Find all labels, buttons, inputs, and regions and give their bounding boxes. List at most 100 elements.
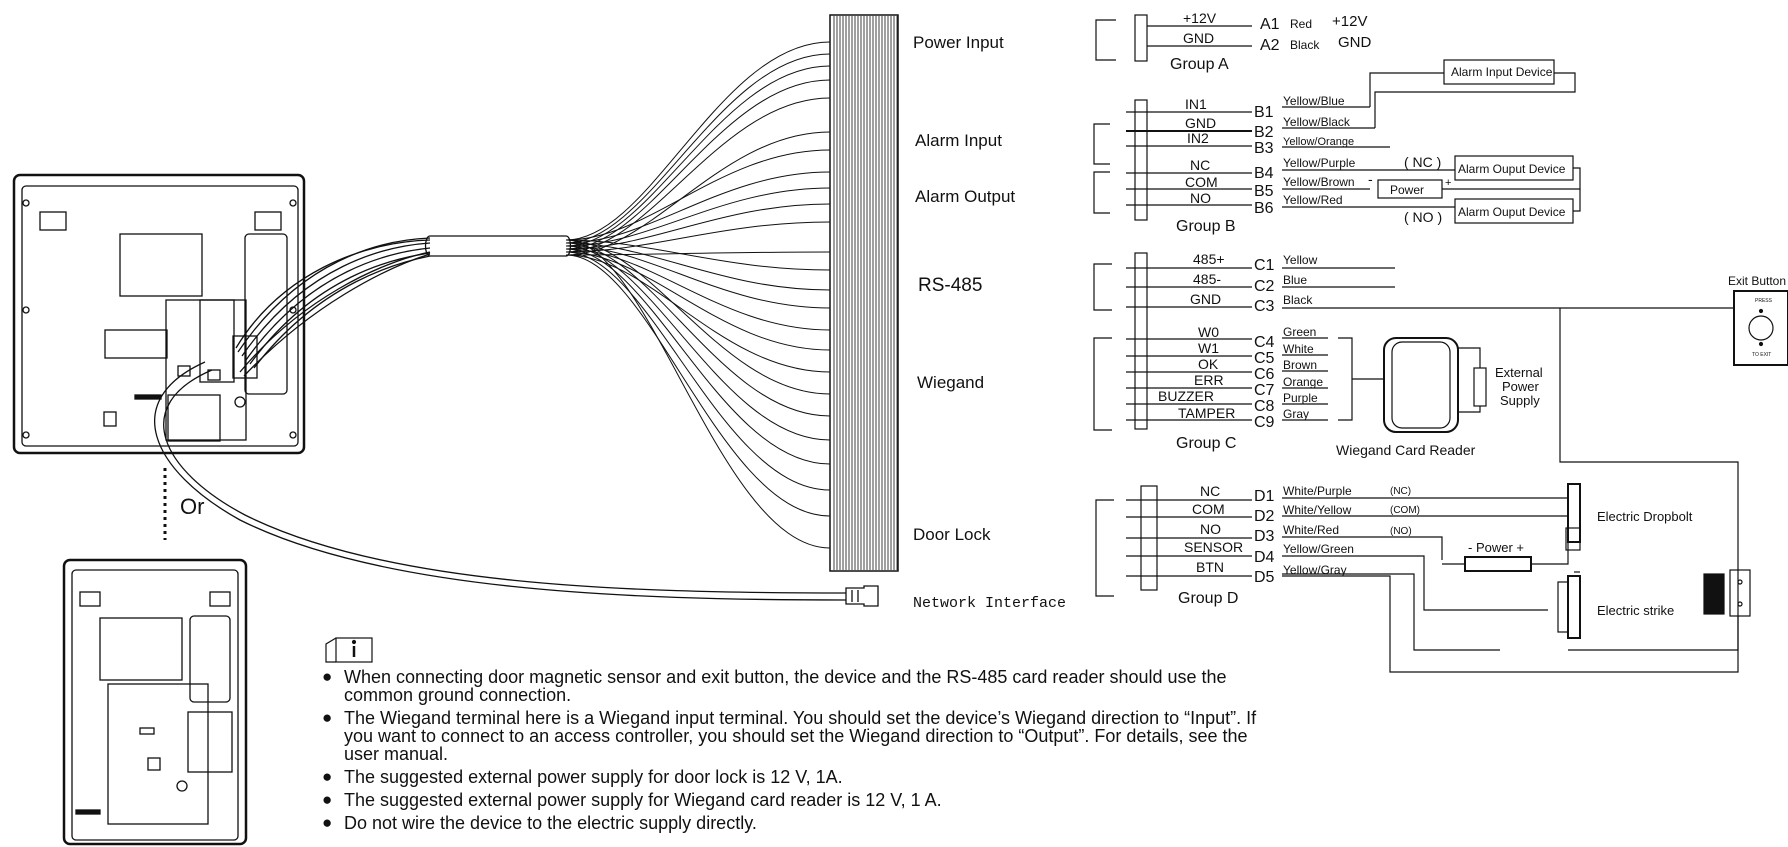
or-label: Or [180,494,204,519]
group-d-signal-1: NC [1200,483,1220,499]
electric-strike [1567,575,1581,639]
note-item: The suggested external power supply for … [322,791,1262,809]
group-d-pin-2: D2 [1254,508,1275,525]
group-c-color-2: Blue [1283,273,1307,287]
strike-keeper [1729,569,1751,617]
alarm-nc-tag: ( NC ) [1404,154,1441,170]
group-b-bracket-inputs [1093,123,1110,165]
external-power-label-3: Supply [1500,393,1540,408]
group-d-signal-2: COM [1192,501,1225,517]
cable-sleeve [424,235,572,257]
group-c-bracket-wiegand [1093,337,1112,431]
group-b-pin-1: B1 [1254,104,1274,121]
group-d-tag-3: (NO) [1390,526,1412,537]
group-b-color-1: Yellow/Blue [1283,94,1345,108]
group-b-signal-4: NC [1190,157,1210,173]
electric-dropbolt [1567,483,1581,543]
alarm-no-tag: ( NO ) [1404,209,1442,225]
group-d-name: Group D [1178,590,1238,607]
group-c-color-9: Gray [1283,407,1309,421]
group-b-signal-1: IN1 [1185,96,1207,112]
group-d-pin-5: D5 [1254,569,1275,586]
label-alarm-output: Alarm Output [915,187,1015,206]
group-a-pin-2: A2 [1260,37,1280,54]
group-d-pin-1: D1 [1254,488,1275,505]
group-a-color-2: Black [1290,38,1320,52]
network-cable [154,361,847,601]
group-a-color-1: Red [1290,17,1312,31]
alarm-input-device [1443,59,1555,85]
group-a-name: Group A [1170,56,1229,73]
group-c-color-4: Green [1283,325,1316,339]
label-alarm-input: Alarm Input [915,131,1002,150]
electric-strike-label: Electric strike [1597,603,1674,618]
group-c-block [1134,252,1148,430]
note-item: The Wiegand terminal here is a Wiegand i… [322,709,1262,763]
exit-button [1733,290,1788,366]
group-c-color-3: Black [1283,293,1313,307]
group-c-color-1: Yellow [1283,253,1318,267]
notes-list: When connecting door magnetic sensor and… [322,668,1262,837]
wiegand-card-reader [1383,337,1459,433]
group-b-signal-2: GND [1185,115,1216,131]
group-b-name: Group B [1176,218,1236,235]
alarm-input-device-label: Alarm Input Device [1451,65,1553,79]
label-rs485: RS-485 [918,275,982,296]
group-b-bracket-outputs [1093,171,1110,214]
harness-fan-wires [565,41,831,549]
group-b-signal-3: IN2 [1187,130,1209,146]
group-a-extra-2: GND [1338,34,1372,51]
wiegand-bracket [1338,337,1353,421]
group-a-extra-1: +12V [1332,13,1367,30]
group-a-block [1134,14,1148,62]
external-power-label-1: External [1495,365,1543,380]
group-b-pin-6: B6 [1254,200,1274,217]
alarm-output-device-no-label: Alarm Ouput Device [1458,205,1566,219]
label-power-input: Power Input [913,33,1004,52]
group-d-color-4: Yellow/Green [1283,542,1354,556]
exit-button-label: Exit Button [1728,274,1786,288]
group-c-bracket-rs485 [1093,263,1112,311]
group-c-color-6: Brown [1283,358,1317,372]
group-c-signal-2: 485- [1193,271,1221,287]
cable-bundle-left [235,237,431,377]
device-connector-block [232,335,258,379]
group-b-block [1134,99,1148,221]
group-a-pin-1: A1 [1260,16,1280,33]
group-c-signal-9: TAMPER [1178,405,1235,421]
group-b-pin-3: B3 [1254,140,1274,157]
group-a-bracket [1095,19,1116,61]
alarm-output-device-nc-label: Alarm Ouput Device [1458,162,1566,176]
group-c-signal-7: ERR [1194,372,1224,388]
door-lock-power-box [1464,556,1532,572]
group-d-signal-4: SENSOR [1184,539,1243,555]
exit-button-press: PRESS [1755,298,1773,304]
group-c-color-5: White [1283,342,1314,356]
group-d-signal-3: NO [1200,521,1221,537]
group-c-signal-6: OK [1198,356,1219,372]
alarm-power-minus: - [1368,171,1373,187]
group-c-color-8: Purple [1283,391,1318,405]
group-c-pin-5: C5 [1254,350,1275,367]
group-c-pin-2: C2 [1254,278,1275,295]
label-wiegand: Wiegand [917,373,984,392]
group-c-signal-5: W1 [1198,340,1219,356]
door-lock-power-label: - Power + [1468,540,1524,555]
group-a-signal-2: GND [1183,30,1214,46]
harness-connector-hatch [833,16,898,570]
device-back-top [12,173,306,455]
group-c-pin-1: C1 [1254,257,1275,274]
group-d-pin-3: D3 [1254,528,1275,545]
group-c-signal-8: BUZZER [1158,388,1214,404]
group-c-pin-7: C7 [1254,382,1275,399]
group-c-signal-1: 485+ [1193,251,1225,267]
device-back-bottom [62,558,248,846]
group-d-tag-2: (COM) [1390,505,1420,516]
external-power-label-2: Power [1502,379,1540,394]
note-item: Do not wire the device to the electric s… [322,814,1262,832]
group-c-pin-8: C8 [1254,398,1275,415]
label-network-interface: Network Interface [913,595,1066,612]
group-b-color-4: Yellow/Purple [1283,156,1356,170]
group-d-bracket [1095,499,1114,597]
note-item: The suggested external power supply for … [322,768,1262,786]
